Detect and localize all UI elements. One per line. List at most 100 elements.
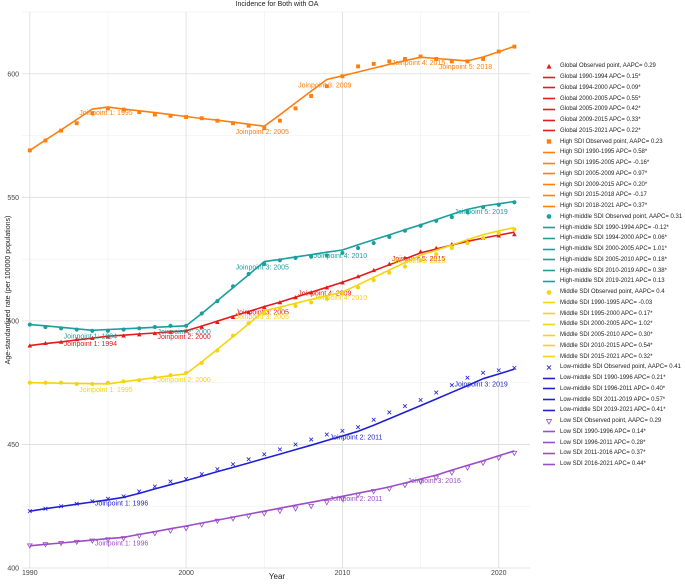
legend-item: Global 2009-2015 APC= 0.33* bbox=[542, 115, 685, 126]
observed-point-low-sdi bbox=[120, 536, 127, 542]
joinpoint-label-high-middle-sdi: Joinpoint 2: 2000 bbox=[157, 329, 210, 336]
legend-label: Middle SDI Observed point, AAPC= 0.4 bbox=[560, 289, 665, 296]
observed-point-low-sdi bbox=[73, 539, 80, 546]
legend-key bbox=[543, 355, 555, 358]
legend-item: Global 1990-1994 APC= 0.15* bbox=[542, 72, 685, 83]
joinpoint-label-low-middle-sdi: Joinpoint 3: 2019 bbox=[454, 382, 507, 389]
x-marker-stroke bbox=[496, 368, 501, 373]
observed-point-global bbox=[433, 245, 439, 250]
observed-point-low-middle-sdi bbox=[309, 437, 314, 442]
observed-point-low-sdi bbox=[511, 450, 518, 457]
observed-point-low-middle-sdi bbox=[184, 476, 189, 482]
x-tick-label: 1990 bbox=[22, 570, 38, 577]
observed-point-low-middle-sdi bbox=[324, 432, 329, 437]
observed-point-high-middle-sdi bbox=[90, 328, 95, 333]
observed-point-high-sdi bbox=[43, 138, 48, 143]
legend-key bbox=[543, 194, 555, 197]
observed-point-global bbox=[58, 339, 64, 344]
observed-point-high-middle-sdi bbox=[465, 210, 470, 215]
x-marker-stroke bbox=[168, 479, 173, 484]
legend-item: Middle SDI 2005-2010 APC= 0.30* bbox=[542, 330, 685, 341]
legend-key bbox=[543, 87, 555, 89]
observed-point-low-middle-sdi bbox=[246, 457, 251, 462]
legend-marker-swatch bbox=[546, 289, 552, 295]
observed-point-global bbox=[43, 340, 48, 345]
observed-point-global bbox=[387, 261, 392, 266]
observed-point-low-sdi bbox=[401, 482, 408, 489]
legend-key bbox=[543, 173, 555, 175]
observed-point-low-sdi bbox=[58, 541, 65, 547]
observed-point-low-middle-sdi bbox=[168, 479, 173, 484]
observed-point-high-middle-sdi bbox=[137, 326, 142, 331]
series-high-sdi: Joinpoint 1: 1995 Joinpoint 2: 2005 Joinpo… bbox=[27, 44, 517, 153]
observed-point-middle-sdi bbox=[137, 378, 142, 383]
legend-label: High SDI 2009-2015 APC= 0.20* bbox=[560, 181, 648, 188]
observed-point-global bbox=[136, 332, 142, 337]
joinpoint-label-high-middle-sdi: Joinpoint 4: 2010 bbox=[314, 253, 367, 260]
observed-point-high-middle-sdi bbox=[121, 327, 126, 332]
observed-point-middle-sdi bbox=[324, 296, 329, 301]
observed-point-middle-sdi bbox=[74, 381, 79, 386]
chart-legend: Global Observed point, AAPC= 0.29 Global … bbox=[542, 61, 685, 470]
x-marker-stroke bbox=[355, 425, 361, 430]
observed-point-high-sdi bbox=[262, 126, 267, 131]
observed-point-global bbox=[27, 343, 33, 348]
observed-point-low-middle-sdi bbox=[215, 467, 220, 472]
observed-point-high-middle-sdi bbox=[449, 215, 454, 220]
observed-point-high-middle-sdi bbox=[152, 324, 157, 330]
joinpoint-label-high-sdi: Joinpoint 4: 2015 bbox=[392, 60, 445, 67]
observed-point-low-middle-sdi bbox=[371, 417, 376, 422]
joinpoint-label-global: Joinpoint 2: 2000 bbox=[157, 334, 210, 341]
legend-label: High SDI 1990-1995 APC= 0.58* bbox=[560, 149, 648, 156]
observed-point-high-sdi bbox=[215, 118, 220, 123]
observed-point-low-sdi bbox=[386, 486, 393, 493]
observed-point-middle-sdi bbox=[293, 303, 298, 309]
observed-point-global bbox=[152, 330, 158, 336]
observed-point-high-middle-sdi bbox=[59, 326, 64, 331]
x-marker-stroke bbox=[546, 365, 552, 370]
legend-label: High SDI 2015-2018 APC= -0.17 bbox=[560, 192, 647, 199]
legend-label: Low SDI Observed point, AAPC= 0.29 bbox=[560, 418, 662, 425]
x-marker-stroke bbox=[465, 375, 470, 380]
legend-label: Low-middle SDI 2019-2021 APC= 0.41* bbox=[560, 407, 666, 414]
observed-point-high-sdi bbox=[106, 106, 110, 111]
observed-point-low-middle-sdi bbox=[355, 425, 361, 430]
x-marker-stroke bbox=[449, 383, 454, 388]
joinpoint-label-middle-sdi: Joinpoint 5: 2015 bbox=[392, 258, 445, 265]
legend-key bbox=[543, 226, 555, 229]
x-tick-label: 2020 bbox=[491, 570, 507, 577]
observed-point-middle-sdi bbox=[43, 380, 48, 385]
legend-label: Low-middle SDI 2011-2019 APC= 0.57* bbox=[560, 396, 666, 403]
observed-point-global bbox=[230, 314, 236, 320]
fitted-line-low-sdi bbox=[29, 450, 515, 547]
observed-point-low-sdi bbox=[448, 470, 455, 476]
legend-item: High-middle SDI 2010-2019 APC= 0.38* bbox=[542, 265, 685, 276]
observed-point-high-middle-sdi bbox=[230, 284, 236, 289]
legend-item: Middle SDI 2015-2021 APC= 0.32* bbox=[542, 351, 685, 362]
joinpoint-label-low-sdi: Joinpoint 3: 2016 bbox=[408, 478, 461, 485]
legend-label: Middle SDI 1990-1995 APC= -0.03 bbox=[560, 299, 653, 306]
legend-item: High-middle SDI 2019-2021 APC= 0.13 bbox=[542, 276, 685, 287]
observed-point-low-sdi bbox=[89, 538, 96, 544]
observed-point-middle-sdi bbox=[512, 227, 517, 232]
legend-key bbox=[545, 418, 553, 425]
observed-point-low-sdi bbox=[323, 500, 330, 506]
observed-point-high-middle-sdi bbox=[496, 202, 501, 207]
observed-point-high-middle-sdi bbox=[43, 324, 48, 330]
legend-label: Global 2000-2005 APC= 0.55* bbox=[560, 95, 641, 102]
observed-point-low-sdi bbox=[433, 475, 440, 481]
observed-point-middle-sdi bbox=[449, 245, 454, 251]
observed-point-low-middle-sdi bbox=[90, 499, 95, 504]
legend-key bbox=[543, 323, 555, 326]
legend-key bbox=[543, 280, 555, 283]
legend-key bbox=[543, 377, 555, 379]
fitted-line-high-middle-sdi bbox=[29, 200, 515, 332]
observed-point-high-middle-sdi bbox=[74, 327, 79, 332]
observed-point-low-sdi bbox=[495, 455, 502, 462]
legend-marker-swatch bbox=[546, 63, 552, 69]
x-marker-stroke bbox=[58, 504, 64, 509]
observed-point-global bbox=[308, 290, 314, 295]
legend-label: Low SDI 1996-2011 APC= 0.28* bbox=[560, 439, 646, 446]
legend-item: Middle SDI Observed point, AAPC= 0.4 bbox=[542, 287, 685, 298]
